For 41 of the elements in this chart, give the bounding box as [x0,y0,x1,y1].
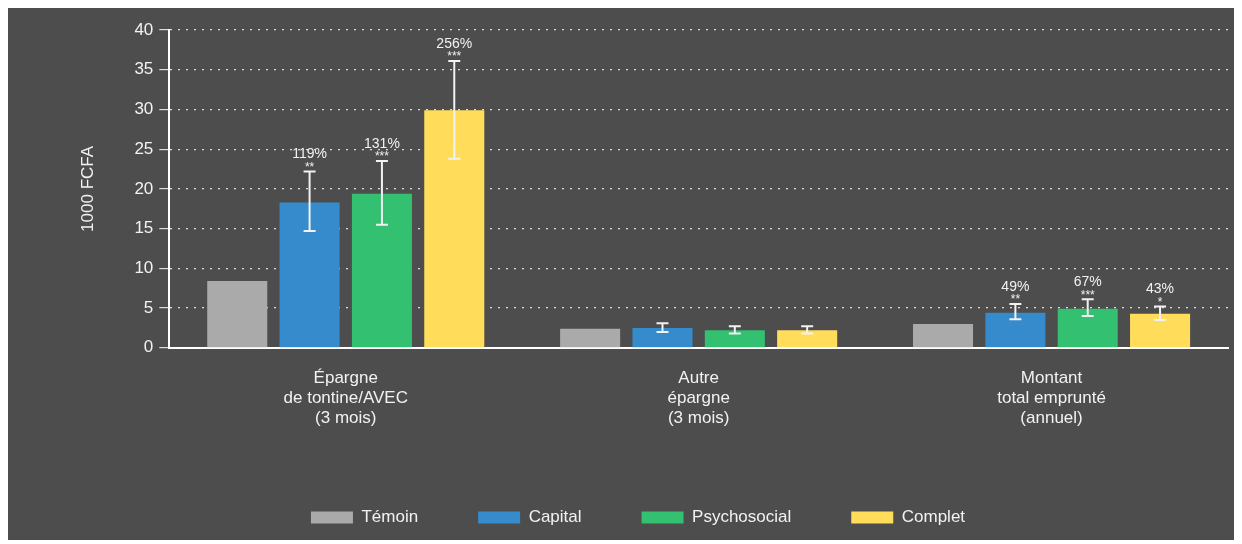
bar [560,328,621,348]
x-tick-label: Épargne de tontine/AVEC (3 mois) [283,367,408,428]
y-tick-label: 35 [134,59,154,79]
legend-label: Psychosocial [692,507,792,527]
y-tick-label: 25 [134,138,154,158]
annotation: *** [447,49,462,64]
bar [351,193,412,348]
annotation: 131% [364,134,400,151]
bar [777,330,838,348]
annotation: 67% [1073,273,1102,290]
annotation: * [1157,294,1163,309]
y-tick-label: 15 [134,218,154,238]
y-tick-label: 5 [143,297,154,317]
bar [207,281,268,348]
bar [1057,308,1118,348]
annotation: 49% [1001,277,1030,294]
y-tick-label: 30 [134,99,154,119]
annotation: 43% [1146,280,1175,297]
bar [913,323,974,348]
annotation: *** [374,149,390,164]
y-tick-label: 10 [134,258,154,278]
y-tick-label: 40 [134,19,154,39]
legend-label: Complet [901,507,966,527]
y-tick-label: 0 [143,337,154,357]
annotation: *** [1080,287,1096,302]
bar [632,327,693,348]
bar [1130,313,1191,348]
x-tick-label: Montant total emprunté (annuel) [997,367,1106,428]
legend-label: Témoin [361,507,419,527]
bar [424,110,485,348]
annotation: ** [1010,292,1021,307]
bar [985,312,1046,348]
x-tick-label: Autre épargne (3 mois) [667,367,730,428]
y-axis-title: 1000 FCFA [77,145,97,232]
annotation: 119% [292,145,327,162]
annotation: ** [304,159,315,174]
legend-label: Capital [528,507,582,527]
bar [704,330,765,348]
bar [279,202,340,348]
y-tick-label: 20 [134,178,154,198]
annotation: 256% [436,34,473,51]
